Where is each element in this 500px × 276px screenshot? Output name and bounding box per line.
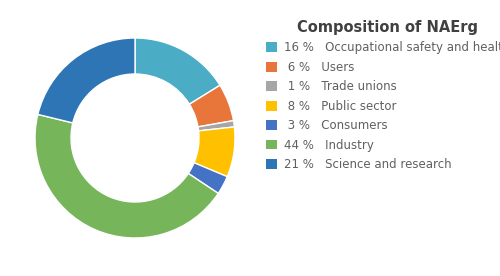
Wedge shape [35, 115, 218, 238]
Wedge shape [190, 85, 234, 127]
Wedge shape [135, 38, 220, 104]
Wedge shape [188, 163, 227, 193]
Wedge shape [38, 38, 135, 123]
Wedge shape [198, 121, 234, 131]
Wedge shape [194, 127, 235, 177]
Legend: 16 %   Occupational safety and health,  6 %   Users,  1 %   Trade unions,  8 %  : 16 % Occupational safety and health, 6 %… [266, 20, 500, 171]
